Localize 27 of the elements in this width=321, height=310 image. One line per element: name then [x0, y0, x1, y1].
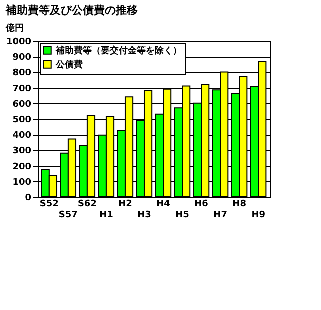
y-tick-label: 600	[12, 100, 32, 110]
y-tick-label: 500	[12, 116, 32, 126]
y-tick-label: 1000	[6, 38, 32, 48]
y-tick-label: 400	[12, 131, 32, 142]
legend-label: 公債費	[55, 60, 83, 70]
x-tick-label: H5	[176, 210, 190, 220]
x-tick-label: H4	[156, 200, 170, 210]
x-tick-label: S62	[78, 200, 97, 210]
legend-label: 補助費等（要交付金等を除く）	[55, 46, 182, 56]
chart-title: 補助費等及び公債費の推移	[4, 4, 138, 17]
y-tick-label: 300	[12, 146, 32, 157]
x-tick-label: H8	[232, 200, 246, 210]
y-tick-label: 900	[12, 53, 32, 64]
x-tick-label: H1	[100, 210, 114, 220]
y-tick-label: 700	[12, 84, 32, 94]
x-tick-label: S57	[58, 210, 78, 220]
x-tick-label: H9	[252, 210, 266, 220]
y-axis-title: 億円	[4, 23, 24, 34]
y-tick-label: 0	[25, 194, 32, 204]
y-tick-label: 800	[12, 68, 32, 79]
x-tick-label: S52	[40, 200, 59, 210]
y-tick-label: 200	[12, 162, 32, 172]
y-tick-label: 100	[12, 178, 32, 188]
x-tick-label: H2	[118, 200, 132, 210]
x-tick-label: H6	[194, 200, 208, 210]
x-tick-label: H7	[214, 210, 228, 220]
x-tick-label: H3	[138, 210, 152, 220]
